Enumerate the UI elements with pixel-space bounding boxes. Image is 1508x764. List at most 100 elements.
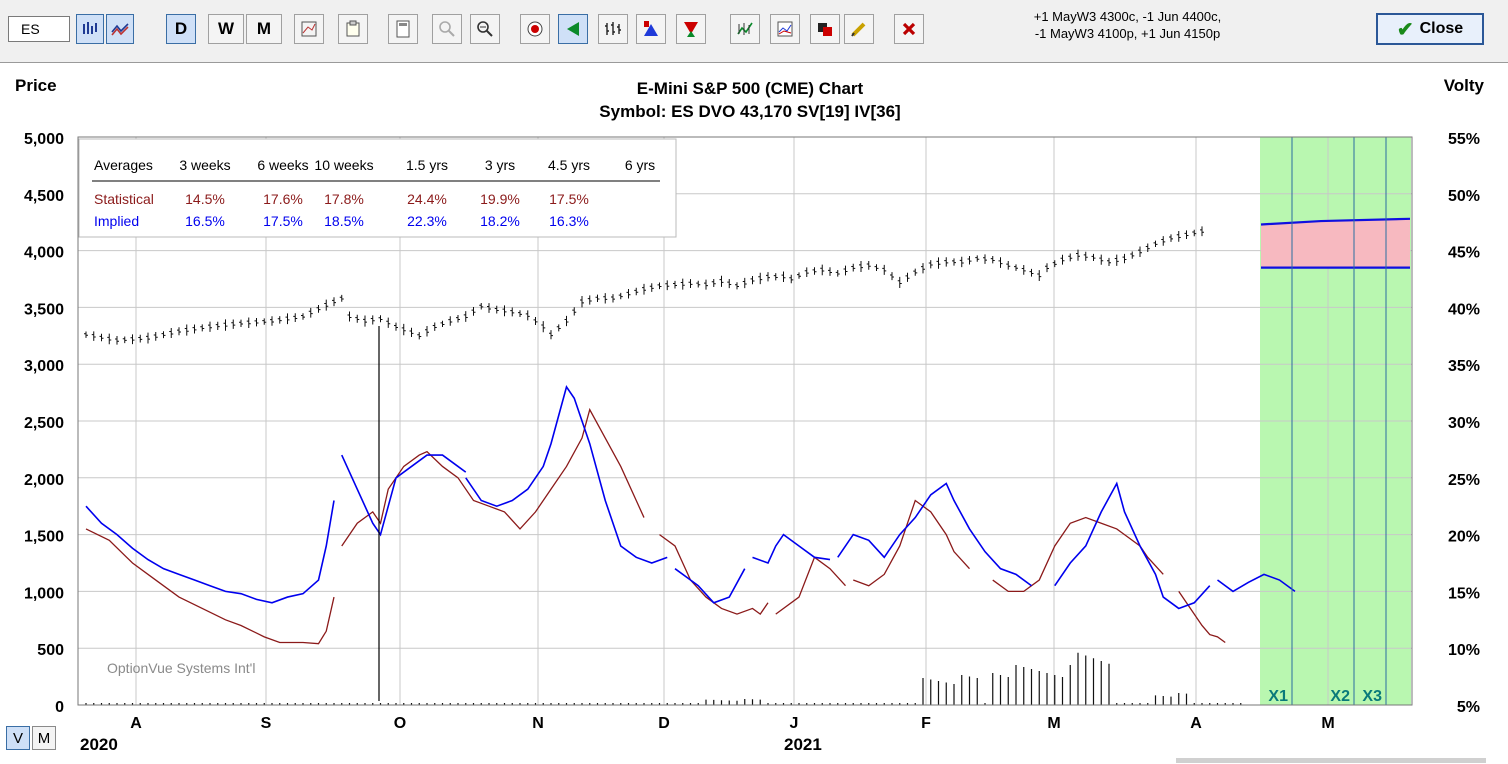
month-tick-label: A [130, 715, 142, 732]
chart-panel[interactable]: X1 X2 X3 5,000 4,500 4,000 3,500 3,000 2,500 2,0… [0, 62, 1508, 764]
year-label-2020: 2020 [80, 735, 118, 754]
calculator-button[interactable] [388, 14, 418, 44]
right-tick-label: 45% [1448, 245, 1480, 262]
view-v-button[interactable]: V [6, 726, 30, 750]
band-upper-line [1260, 217, 1411, 226]
table-value-cell: 17.5% [549, 191, 589, 207]
month-tick-label: M [1047, 715, 1060, 732]
bar-chart-icon-button[interactable] [76, 14, 104, 44]
view-m-button[interactable]: M [32, 726, 56, 750]
arrow-left-icon [567, 22, 579, 36]
close-button-label: Close [1419, 20, 1464, 37]
implied-vol-line [752, 533, 831, 565]
left-tick-label: 3,000 [24, 358, 64, 375]
chart-canvas[interactable]: X1 X2 X3 5,000 4,500 4,000 3,500 3,000 2,500 2,0… [0, 63, 1508, 764]
right-tick-label: 35% [1448, 358, 1480, 375]
month-tick-label: A [1190, 715, 1202, 732]
table-header-cell: 6 weeks [257, 157, 308, 173]
table-value-cell: 22.3% [407, 213, 447, 229]
period-daily-button[interactable]: D [166, 14, 196, 44]
right-tick-label: 10% [1448, 642, 1480, 659]
expected-range-band [1261, 218, 1410, 268]
buy-button[interactable] [636, 14, 666, 44]
statistical-vol-line [341, 407, 645, 547]
table-header-cell: 3 weeks [179, 157, 230, 173]
trades-icon [737, 22, 753, 35]
study-chart-button[interactable] [294, 14, 324, 44]
implied-vol-line [837, 482, 1032, 587]
left-tick-label: 4,000 [24, 245, 64, 262]
left-tick-label: 1,000 [24, 585, 64, 602]
strategy-description: +1 MayW3 4300c, -1 Jun 4400c, -1 MayW3 4… [950, 8, 1305, 42]
table-header-cell: 6 yrs [625, 157, 655, 173]
close-button[interactable]: ✔ Close [1376, 13, 1484, 45]
left-tick-label: 2,500 [24, 415, 64, 432]
table-value-cell: 17.5% [263, 213, 303, 229]
table-header-cell: Averages [94, 157, 153, 173]
table-value-cell: 18.2% [480, 213, 520, 229]
left-tick-label: 4,500 [24, 188, 64, 205]
table-value-cell: 16.3% [549, 213, 589, 229]
trades-button[interactable] [730, 14, 760, 44]
horizontal-scrollbar[interactable] [1176, 758, 1486, 763]
sell-button[interactable] [676, 14, 706, 44]
month-tick-label: F [921, 715, 931, 732]
pencil-icon [851, 22, 866, 37]
left-tick-label: 3,500 [24, 301, 64, 318]
table-header-cell: 4.5 yrs [548, 157, 590, 173]
period-weekly-button[interactable]: W [208, 14, 244, 44]
table-value-cell: 17.6% [263, 191, 303, 207]
year-label-2021: 2021 [784, 735, 822, 754]
ohlc-bars-icon [605, 22, 621, 35]
plot-frame [77, 136, 1413, 706]
statistical-vol-line [85, 528, 335, 645]
zoom-in-icon [439, 21, 455, 37]
left-tick-label: 1,500 [24, 529, 64, 546]
month-tick-label: M [1321, 715, 1334, 732]
implied-vol-line [1054, 481, 1211, 610]
target-button[interactable] [520, 14, 550, 44]
right-tick-label: 55% [1448, 131, 1480, 148]
sell-triangle-icon [684, 22, 698, 37]
statistical-vol-line [1178, 591, 1226, 644]
view-toggle: V M [6, 726, 56, 750]
expiration-marker-label: X3 [1362, 688, 1382, 705]
right-axis-label: Volty [1444, 76, 1485, 95]
draw-line-button[interactable] [844, 14, 874, 44]
left-tick-label: 0 [55, 699, 64, 716]
copy-button[interactable] [338, 14, 368, 44]
implied-vol-line [85, 500, 335, 604]
implied-vol-line [341, 454, 467, 537]
table-header-cell: 1.5 yrs [406, 157, 448, 173]
watermark: OptionVue Systems Int'l [107, 660, 255, 676]
right-tick-label: 25% [1448, 472, 1480, 489]
zoom-out-button[interactable] [470, 14, 500, 44]
cursor-back-button[interactable] [558, 14, 588, 44]
table-row-name: Implied [94, 213, 139, 229]
candles-button[interactable] [598, 14, 628, 44]
zoom-in-button[interactable] [432, 14, 462, 44]
implied-vol-line [674, 568, 746, 604]
volatility-lines-icon [111, 23, 129, 36]
left-tick-label: 2,000 [24, 472, 64, 489]
indicators-icon [777, 21, 793, 37]
right-tick-label: 15% [1448, 585, 1480, 602]
colors-button[interactable] [810, 14, 840, 44]
table-value-cell: 18.5% [324, 213, 364, 229]
delete-button[interactable] [894, 14, 924, 44]
table-value-cell: 14.5% [185, 191, 225, 207]
month-tick-label: J [790, 715, 799, 732]
table-header-cell: 3 yrs [485, 157, 515, 173]
study-chart-icon [301, 21, 317, 37]
target-icon [527, 21, 543, 37]
period-monthly-button[interactable]: M [246, 14, 282, 44]
bar-chart-icon [83, 22, 97, 34]
indicators-button[interactable] [770, 14, 800, 44]
right-tick-label: 40% [1448, 301, 1480, 318]
price-ohlc-bars [84, 226, 1204, 345]
right-tick-label: 20% [1448, 529, 1480, 546]
symbol-input[interactable]: ES [8, 16, 70, 42]
zoom-out-icon [477, 21, 493, 37]
volatility-lines-button[interactable] [106, 14, 134, 44]
calculator-icon [396, 20, 410, 38]
